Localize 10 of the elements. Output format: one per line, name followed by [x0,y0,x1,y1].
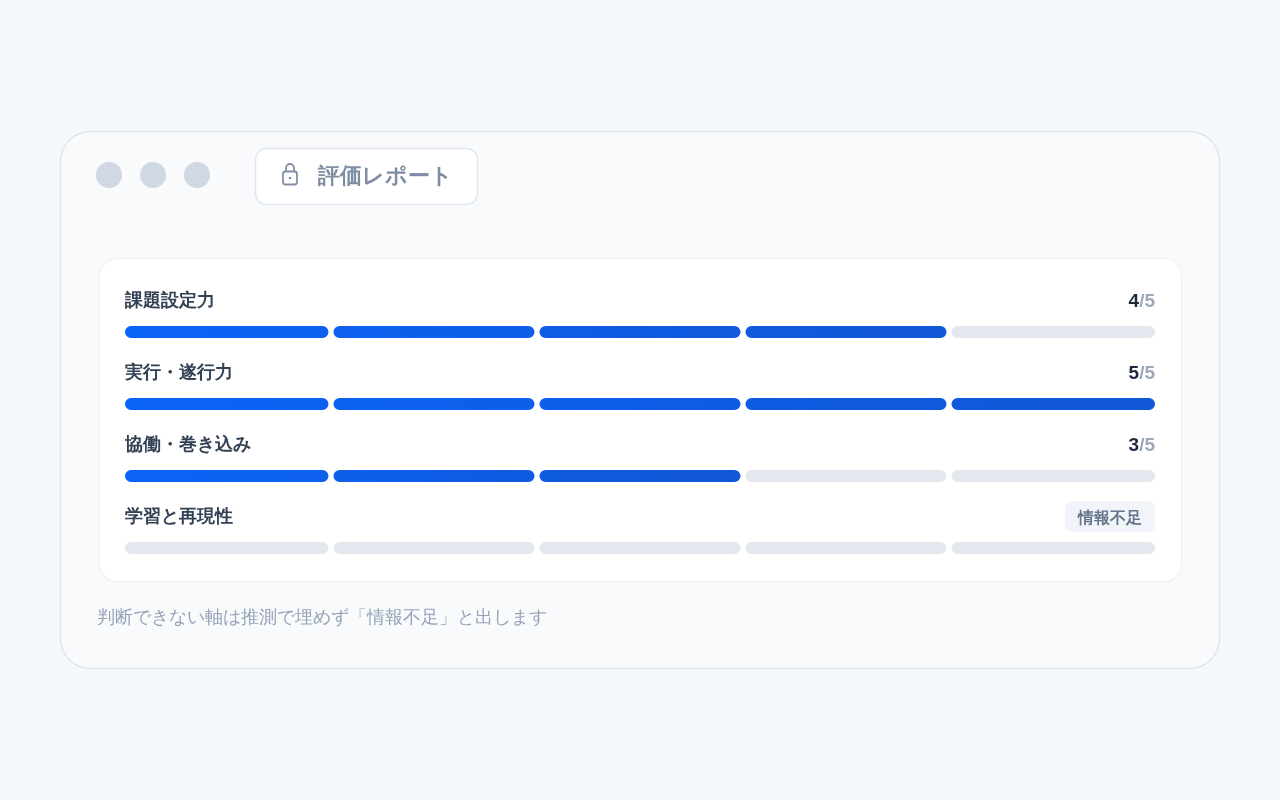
data-label: 3/5 [1128,433,1156,455]
text: 情報不足 [1078,508,1142,526]
y-tick-label: 課題設定力 [124,290,215,310]
text: 判断できない軸は推測で埋めず「情報不足」と出します [97,607,547,627]
y-tick-label: 実行・遂行力 [124,362,233,382]
chart-title: 評価レポート [317,162,453,188]
y-tick-label: 協働・巻き込み [124,434,251,454]
y-tick-label: 学習と再現性 [125,506,233,526]
data-label: 5/5 [1128,361,1156,383]
data-label: 4/5 [1128,289,1156,311]
